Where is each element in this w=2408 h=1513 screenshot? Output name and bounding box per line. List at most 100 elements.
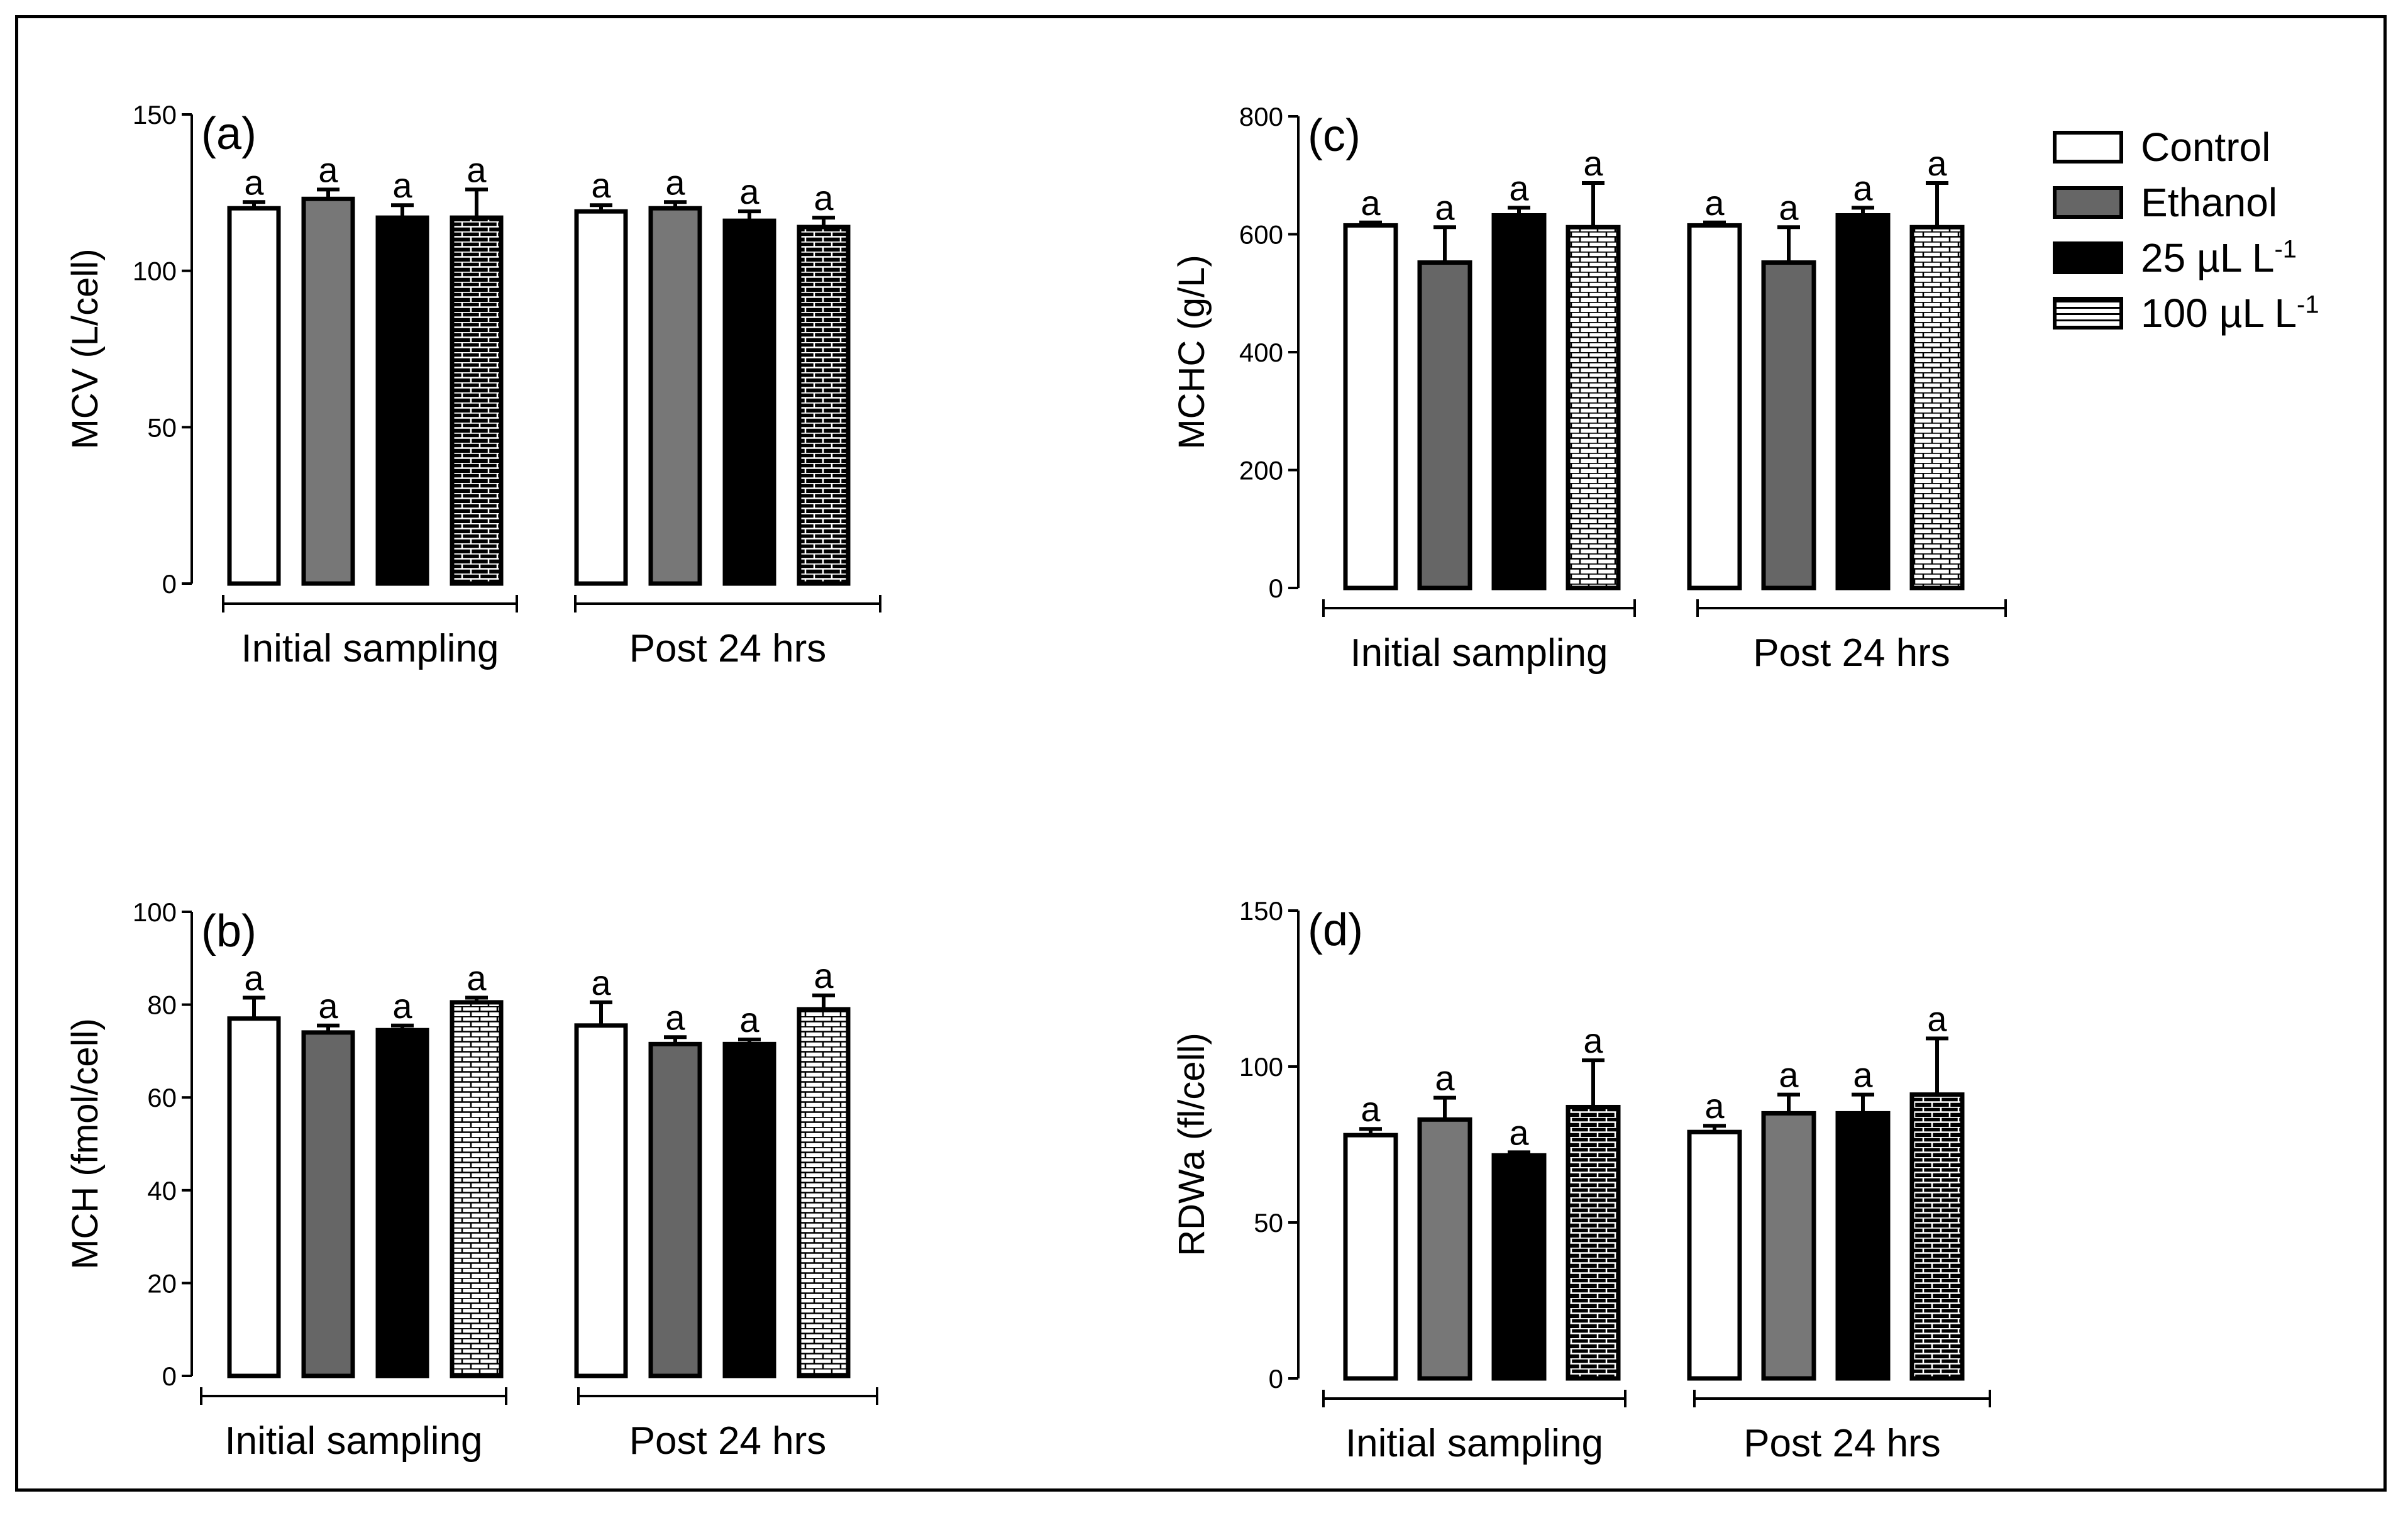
bar-25-post <box>722 218 776 586</box>
bar-100-post <box>1909 224 1965 590</box>
legend-swatch-25 <box>2053 241 2123 274</box>
group-label-initial: Initial sampling <box>224 1419 482 1463</box>
legend-item-100: 100 µL L-1 <box>2053 285 2367 341</box>
bar-ethanol-post <box>1761 260 1816 590</box>
group-label-initial: Initial sampling <box>241 627 499 670</box>
group-label-initial: Initial sampling <box>1345 1422 1603 1465</box>
figure-frame <box>15 15 2387 1492</box>
y-tick-label: 40 <box>147 1176 177 1205</box>
significance-letter: a <box>1509 1112 1529 1152</box>
bar-ethanol-initial <box>1417 260 1472 590</box>
significance-letter: a <box>1583 1021 1603 1060</box>
bar-control-initial <box>227 206 281 586</box>
bar-25-post <box>1835 213 1891 590</box>
y-tick-label: 600 <box>1239 220 1283 250</box>
bar-25-initial <box>1491 1153 1547 1381</box>
significance-letter: a <box>1509 168 1529 208</box>
significance-letter: a <box>1361 183 1381 223</box>
bar-25-post <box>722 1041 776 1378</box>
significance-letter: a <box>591 963 611 1002</box>
bar-ethanol-post <box>1761 1111 1816 1381</box>
y-axis-title: MCV (L/cell) <box>65 248 106 449</box>
panel-label: (a) <box>201 109 257 159</box>
significance-letter: a <box>1435 187 1455 227</box>
y-tick-label: 150 <box>1239 896 1283 926</box>
bar-control-post <box>1687 1129 1742 1381</box>
y-axis-title: MCH (fmol/cell) <box>65 1018 106 1270</box>
y-tick-label: 100 <box>133 897 177 927</box>
bar-control-initial <box>1343 1133 1398 1381</box>
group-label-post: Post 24 hrs <box>1743 1422 1941 1465</box>
y-tick-label: 200 <box>1239 456 1283 485</box>
bar-25-initial <box>1491 213 1547 590</box>
y-tick-label: 800 <box>1239 102 1283 131</box>
legend-label-25: 25 µL L-1 <box>2141 235 2297 280</box>
significance-letter: a <box>1435 1058 1455 1098</box>
chart-panel-3: 0 50 100 150 RDWa (fl/cell) (d) a a a a Initial sa… <box>1171 896 1991 1465</box>
panel-label: (b) <box>201 906 257 956</box>
legend-swatch-control <box>2053 131 2123 163</box>
legend-label-100: 100 µL L-1 <box>2141 291 2319 336</box>
bar-100-initial <box>1566 224 1621 590</box>
significance-letter: a <box>591 165 611 205</box>
panel-label: (d) <box>1308 905 1363 955</box>
y-tick-label: 80 <box>147 990 177 1020</box>
y-tick-label: 0 <box>162 1361 177 1391</box>
y-tick-label: 60 <box>147 1083 177 1112</box>
bar-100-initial <box>450 1000 504 1378</box>
significance-letter: a <box>1779 1055 1799 1095</box>
y-tick-label: 400 <box>1239 338 1283 367</box>
y-tick-label: 20 <box>147 1268 177 1298</box>
legend-swatch-ethanol <box>2053 186 2123 219</box>
bar-100-initial <box>450 215 504 586</box>
bar-25-post <box>1835 1111 1891 1381</box>
y-tick-label: 50 <box>1254 1208 1283 1238</box>
significance-letter: a <box>814 178 834 218</box>
significance-letter: a <box>1853 1055 1873 1095</box>
significance-letter: a <box>1779 187 1799 227</box>
significance-letter: a <box>392 986 412 1026</box>
y-tick-label: 150 <box>133 100 177 130</box>
significance-letter: a <box>1927 143 1947 183</box>
legend-swatch-100 <box>2053 297 2123 330</box>
significance-letter: a <box>318 150 338 189</box>
significance-letter: a <box>244 958 264 998</box>
bar-control-post <box>574 1023 628 1378</box>
significance-letter: a <box>1583 143 1603 183</box>
y-tick-label: 0 <box>1269 574 1283 603</box>
significance-letter: a <box>467 150 487 189</box>
y-axis-title: MCHC (g/L) <box>1171 255 1212 449</box>
bar-control-initial <box>1343 223 1398 590</box>
bar-25-initial <box>375 215 429 586</box>
bar-control-initial <box>227 1016 281 1378</box>
significance-letter: a <box>1361 1089 1381 1129</box>
bar-control-post <box>574 209 628 586</box>
significance-letter: a <box>665 997 685 1037</box>
bar-ethanol-post <box>648 206 702 586</box>
bar-25-initial <box>375 1028 429 1378</box>
significance-letter: a <box>1853 168 1873 208</box>
legend-item-control: Control <box>2053 119 2367 175</box>
significance-letter: a <box>739 172 759 211</box>
bar-100-initial <box>1566 1104 1621 1381</box>
legend-label-control: Control <box>2141 125 2271 170</box>
significance-letter: a <box>1704 1086 1725 1126</box>
y-tick-label: 100 <box>133 257 177 286</box>
y-axis-title: RDWa (fl/cell) <box>1171 1033 1212 1256</box>
legend-label-ethanol: Ethanol <box>2141 180 2278 225</box>
group-label-post: Post 24 hrs <box>629 1419 827 1463</box>
significance-letter: a <box>1704 183 1725 223</box>
bar-ethanol-initial <box>301 1030 355 1378</box>
y-tick-label: 100 <box>1239 1052 1283 1082</box>
bar-control-post <box>1687 223 1742 590</box>
y-tick-label: 50 <box>147 413 177 442</box>
significance-letter: a <box>814 956 834 995</box>
bar-100-post <box>1909 1092 1965 1381</box>
bar-100-post <box>797 224 851 586</box>
group-label-post: Post 24 hrs <box>1753 631 1950 675</box>
y-tick-label: 0 <box>1269 1364 1283 1394</box>
